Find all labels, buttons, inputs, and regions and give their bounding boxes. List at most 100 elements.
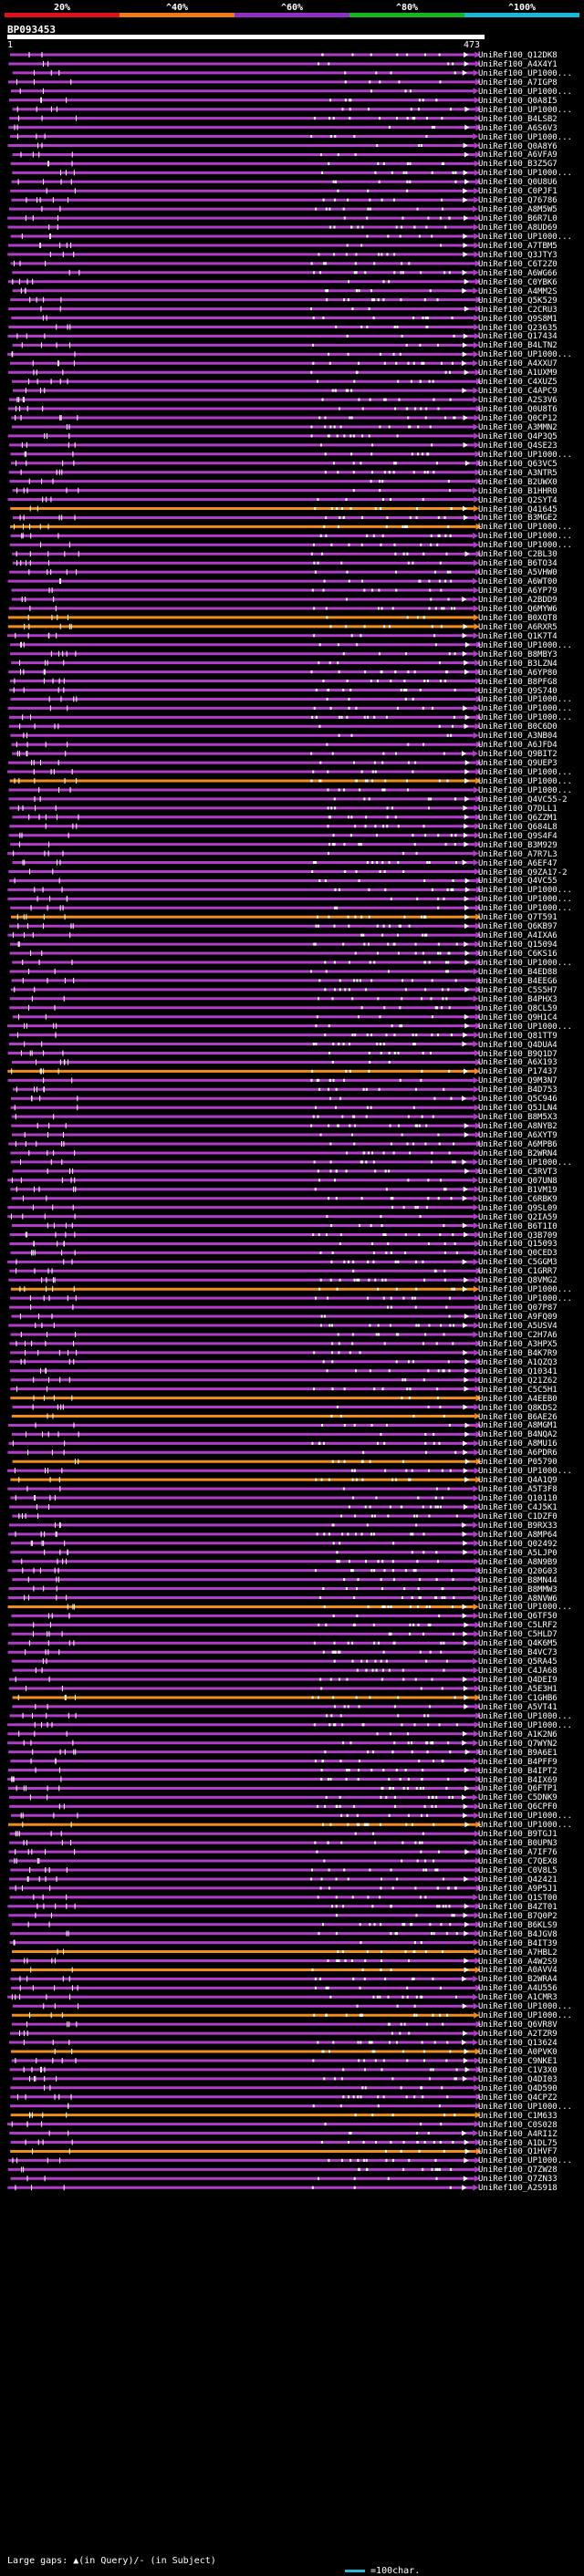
hit-label-link[interactable]: UniRef100_B4IPT2 bbox=[478, 1766, 558, 1776]
hit-row[interactable] bbox=[7, 1531, 479, 1538]
hit-label-link[interactable]: UniRef100_UP1000... bbox=[478, 1720, 572, 1730]
hit-row[interactable] bbox=[9, 877, 482, 884]
hit-row[interactable] bbox=[8, 1676, 480, 1683]
hit-row[interactable] bbox=[11, 1612, 479, 1619]
hit-row[interactable] bbox=[10, 2093, 482, 2101]
hit-row[interactable] bbox=[11, 315, 480, 322]
hit-label-link[interactable]: UniRef100_A2S918 bbox=[478, 2184, 558, 2194]
hit-row[interactable] bbox=[12, 1404, 480, 1411]
hit-label-link[interactable]: UniRef100_Q0U8U6 bbox=[478, 178, 558, 188]
hit-label-link[interactable]: UniRef100_A5VT41 bbox=[478, 1702, 558, 1712]
hit-label-link[interactable]: UniRef100_Q23635 bbox=[478, 323, 558, 333]
hit-label-link[interactable]: UniRef100_B6KLS9 bbox=[478, 1920, 558, 1930]
hit-label-link[interactable]: UniRef100_C0V8L5 bbox=[478, 1866, 558, 1875]
hit-row[interactable] bbox=[8, 1793, 479, 1801]
hit-row[interactable] bbox=[9, 441, 480, 449]
hit-label-link[interactable]: UniRef100_Q5RA45 bbox=[478, 1657, 558, 1667]
hit-row[interactable] bbox=[11, 423, 479, 431]
hit-row[interactable] bbox=[7, 214, 481, 222]
hit-label-link[interactable]: UniRef100_A6MPB6 bbox=[478, 1140, 558, 1149]
hit-label-link[interactable]: UniRef100_Q10341 bbox=[478, 1366, 558, 1376]
hit-row[interactable] bbox=[9, 995, 479, 1002]
hit-label-link[interactable]: UniRef100_Q21Z62 bbox=[478, 1376, 558, 1386]
hit-label-link[interactable]: UniRef100_UP1000... bbox=[478, 2156, 572, 2166]
hit-row[interactable] bbox=[7, 496, 480, 504]
hit-row[interactable] bbox=[11, 660, 481, 667]
hit-row[interactable] bbox=[7, 1721, 480, 1729]
hit-label-link[interactable]: UniRef100_Q4K6M5 bbox=[478, 1639, 558, 1649]
hit-row[interactable] bbox=[10, 1758, 479, 1765]
hit-label-link[interactable]: UniRef100_Q8KDS2 bbox=[478, 1403, 558, 1413]
hit-label-link[interactable]: UniRef100_Q4CPZ2 bbox=[478, 2093, 558, 2103]
hit-row[interactable] bbox=[10, 695, 482, 702]
hit-label-link[interactable]: UniRef100_Q684L8 bbox=[478, 822, 558, 832]
hit-row[interactable] bbox=[12, 1921, 482, 1928]
hit-row[interactable] bbox=[10, 986, 482, 993]
hit-row[interactable] bbox=[9, 950, 482, 957]
hit-label-link[interactable]: UniRef100_B8MMW3 bbox=[478, 1584, 558, 1594]
hit-row[interactable] bbox=[8, 1140, 482, 1148]
hit-label-link[interactable]: UniRef100_A2S3V6 bbox=[478, 396, 558, 406]
hit-row[interactable] bbox=[11, 1413, 481, 1419]
hit-label-link[interactable]: UniRef100_Q9ZA17-2 bbox=[478, 867, 568, 878]
hit-row[interactable] bbox=[8, 205, 479, 213]
hit-label-link[interactable]: UniRef100_A7TBM5 bbox=[478, 241, 558, 251]
hit-row[interactable] bbox=[8, 124, 482, 131]
hit-row[interactable] bbox=[7, 850, 479, 857]
hit-label-link[interactable]: UniRef100_C0YBK6 bbox=[478, 277, 558, 287]
hit-row[interactable] bbox=[10, 1249, 480, 1256]
hit-label-link[interactable]: UniRef100_Q41645 bbox=[478, 504, 558, 514]
hit-row[interactable] bbox=[10, 1285, 479, 1293]
hit-row[interactable] bbox=[10, 641, 482, 649]
hit-row[interactable] bbox=[10, 2175, 480, 2182]
hit-label-link[interactable]: UniRef100_A3MMN2 bbox=[478, 422, 558, 432]
hit-label-link[interactable]: UniRef100_Q10110 bbox=[478, 1494, 558, 1504]
hit-row[interactable] bbox=[10, 1294, 481, 1302]
hit-row[interactable] bbox=[8, 306, 481, 313]
hit-label-link[interactable]: UniRef100_Q7WYN2 bbox=[478, 1739, 558, 1749]
hit-row[interactable] bbox=[7, 2184, 479, 2191]
hit-row[interactable] bbox=[9, 940, 481, 948]
hit-label-link[interactable]: UniRef100_B2WRA4 bbox=[478, 1975, 558, 1985]
hit-label-link[interactable]: UniRef100_A8MP64 bbox=[478, 1530, 558, 1540]
hit-label-link[interactable]: UniRef100_A4EEB0 bbox=[478, 1394, 558, 1404]
hit-row[interactable] bbox=[9, 687, 481, 693]
hit-row[interactable] bbox=[7, 1485, 479, 1492]
hit-row[interactable] bbox=[7, 886, 482, 893]
hit-row[interactable] bbox=[7, 2121, 480, 2128]
hit-row[interactable] bbox=[10, 2103, 481, 2110]
hit-row[interactable] bbox=[10, 913, 482, 920]
hit-label-link[interactable]: UniRef100_Q76786 bbox=[478, 196, 558, 206]
hit-label-link[interactable]: UniRef100_Q4P3Q5 bbox=[478, 431, 558, 441]
hit-row[interactable] bbox=[9, 1712, 482, 1719]
hit-row[interactable] bbox=[10, 1958, 481, 1964]
hit-label-link[interactable]: UniRef100_A6PDR6 bbox=[478, 1449, 558, 1459]
hit-label-link[interactable]: UniRef100_Q5JLN4 bbox=[478, 1104, 558, 1114]
hit-label-link[interactable]: UniRef100_A8UD69 bbox=[478, 223, 558, 234]
hit-row[interactable] bbox=[11, 1630, 480, 1637]
hit-label-link[interactable]: UniRef100_A1DL75 bbox=[478, 2138, 558, 2148]
hit-label-link[interactable]: UniRef100_B6AE26 bbox=[478, 1412, 558, 1422]
hit-label-link[interactable]: UniRef100_A4MM2S bbox=[478, 286, 558, 296]
hit-row[interactable] bbox=[12, 1512, 480, 1520]
hit-label-link[interactable]: UniRef100_A8NVW6 bbox=[478, 1594, 558, 1604]
hit-row[interactable] bbox=[12, 387, 479, 394]
hit-row[interactable] bbox=[12, 1703, 481, 1710]
hit-label-link[interactable]: UniRef100_Q9H1C4 bbox=[478, 1013, 558, 1023]
hit-label-link[interactable]: UniRef100_Q9SL09 bbox=[478, 1203, 558, 1213]
hit-label-link[interactable]: UniRef100_Q0A8Y6 bbox=[478, 141, 558, 151]
hit-label-link[interactable]: UniRef100_B4LTN2 bbox=[478, 341, 558, 351]
hit-label-link[interactable]: UniRef100_A4IXA6 bbox=[478, 931, 558, 941]
hit-row[interactable] bbox=[8, 1857, 481, 1864]
hit-label-link[interactable]: UniRef100_Q6VR8V bbox=[478, 2020, 558, 2031]
hit-label-link[interactable]: UniRef100_B0C6D0 bbox=[478, 722, 558, 732]
hit-label-link[interactable]: UniRef100_Q02492 bbox=[478, 1539, 558, 1549]
hit-label-link[interactable]: UniRef100_C6KS16 bbox=[478, 950, 558, 960]
hit-label-link[interactable]: UniRef100_Q9UEP3 bbox=[478, 759, 558, 769]
hit-label-link[interactable]: UniRef100_C5S5H7 bbox=[478, 985, 558, 995]
hit-label-link[interactable]: UniRef100_B0XQT8 bbox=[478, 613, 558, 623]
hit-row[interactable] bbox=[7, 1740, 479, 1747]
hit-row[interactable] bbox=[7, 614, 479, 621]
hit-label-link[interactable]: UniRef100_Q4A1Q9 bbox=[478, 1476, 558, 1486]
hit-label-link[interactable]: UniRef100_C0PJF1 bbox=[478, 187, 558, 197]
